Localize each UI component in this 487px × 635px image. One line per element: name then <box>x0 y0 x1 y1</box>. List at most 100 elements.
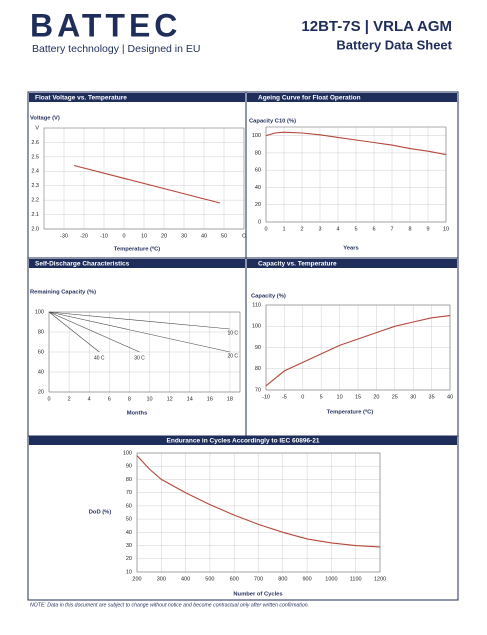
x-tick-label: 8 <box>408 226 411 232</box>
x-tick-label: 1000 <box>325 576 337 582</box>
x-tick-label: 4 <box>336 226 339 232</box>
y-tick-label: 2.2 <box>31 198 39 204</box>
x-tick-label: 600 <box>230 576 239 582</box>
y-tick-label: 80 <box>255 150 261 156</box>
doc-title: Battery Data Sheet <box>336 37 452 52</box>
x-tick-label: 40 <box>201 233 207 239</box>
chart-title: Ageing Curve for Float Operation <box>258 95 361 102</box>
x-axis-label: Number of Cycles <box>233 592 282 598</box>
y-axis-label: Capacity (%) <box>251 294 286 300</box>
x-tick-label: 10 <box>337 394 343 400</box>
plot-frame <box>48 311 241 393</box>
x-tick-label: 30 <box>410 394 416 400</box>
y-tick-label: 100 <box>35 309 44 315</box>
curve <box>48 311 230 330</box>
x-tick-label: 25 <box>392 394 398 400</box>
y-tick-label: 40 <box>126 530 132 536</box>
x-tick-label: -10 <box>262 394 270 400</box>
curve <box>48 311 230 353</box>
y-tick-label: 30 <box>126 543 132 549</box>
x-unit: C <box>242 233 246 239</box>
chart-title: Self-Discharge Characteristics <box>35 261 130 268</box>
title-bar <box>247 93 457 102</box>
plot-frame <box>136 452 381 573</box>
y-tick-label: 60 <box>255 168 261 174</box>
x-tick-label: 40 <box>447 394 453 400</box>
y-tick-label: 2.6 <box>31 140 39 146</box>
x-tick-label: 400 <box>181 576 190 582</box>
x-tick-label: 0 <box>264 226 267 232</box>
plot-frame <box>43 127 245 230</box>
x-tick-label: 10 <box>146 396 152 402</box>
y-tick-label: 100 <box>123 450 132 456</box>
y-tick-label: 60 <box>126 503 132 509</box>
x-tick-label: 0 <box>47 396 50 402</box>
y-tick-label: 40 <box>255 185 261 191</box>
y-tick-label: 80 <box>38 329 44 335</box>
y-tick-label: 110 <box>252 302 261 308</box>
x-axis-label: Months <box>127 411 148 417</box>
y-tick-label: 90 <box>255 345 261 351</box>
y-tick-label: 100 <box>252 324 261 330</box>
x-tick-label: 4 <box>88 396 91 402</box>
x-tick-label: -5 <box>282 394 287 400</box>
plot-frame <box>265 126 447 223</box>
y-axis-label: DoD (%) <box>89 510 112 516</box>
y-axis-label: Capacity C10 (%) <box>249 119 296 125</box>
x-tick-label: 50 <box>221 233 227 239</box>
y-tick-label: 10 <box>126 569 132 575</box>
x-tick-label: 15 <box>355 394 361 400</box>
frame <box>27 91 459 601</box>
x-tick-label: -20 <box>80 233 88 239</box>
title-bar <box>29 93 245 102</box>
x-tick-label: -10 <box>100 233 108 239</box>
y-tick-label: 20 <box>38 389 44 395</box>
x-tick-label: 900 <box>303 576 312 582</box>
x-tick-label: 9 <box>426 226 429 232</box>
x-tick-label: 7 <box>390 226 393 232</box>
plot-frame <box>265 304 451 391</box>
x-tick-label: 2 <box>68 396 71 402</box>
x-tick-label: 5 <box>320 394 323 400</box>
y-tick-label: 20 <box>255 202 261 208</box>
x-axis-label: Temperature (ºC) <box>327 410 374 416</box>
curve <box>265 315 451 387</box>
curve <box>48 311 140 353</box>
series-label: 20 C <box>227 353 238 359</box>
x-tick-label: 0 <box>122 233 125 239</box>
curve <box>136 455 381 548</box>
x-tick-label: 10 <box>141 233 147 239</box>
x-tick-label: 18 <box>227 396 233 402</box>
x-tick-label: -30 <box>60 233 68 239</box>
y-tick-label: 50 <box>126 517 132 523</box>
title-bar <box>29 259 245 268</box>
series-label: 40 C <box>94 355 105 361</box>
y-tick-label: 90 <box>126 464 132 470</box>
x-tick-label: 8 <box>128 396 131 402</box>
y-tick-label: 2.4 <box>31 169 39 175</box>
x-tick-label: 1200 <box>374 576 386 582</box>
y-axis-label: Voltage (V) <box>30 116 60 122</box>
x-tick-label: 0 <box>301 394 304 400</box>
x-tick-label: 20 <box>161 233 167 239</box>
y-tick-label: 2.5 <box>31 154 39 160</box>
y-tick-label: 80 <box>126 477 132 483</box>
series-label: 30 C <box>134 355 145 361</box>
x-tick-label: 35 <box>429 394 435 400</box>
y-tick-label: 0 <box>258 219 261 225</box>
model: 12BT-7S | VRLA AGM <box>301 18 452 35</box>
y-tick-label: 2.3 <box>31 183 39 189</box>
series-label: 10 C <box>227 330 238 336</box>
title-bar <box>29 436 457 445</box>
tagline: Battery technology | Designed in EU <box>32 43 201 55</box>
y-axis-label: Remaining Capacity (%) <box>30 290 96 296</box>
x-tick-label: 800 <box>278 576 287 582</box>
x-tick-label: 500 <box>205 576 214 582</box>
y-tick-label: 80 <box>255 366 261 372</box>
logo: BATTEC <box>30 7 181 43</box>
x-tick-label: 6 <box>108 396 111 402</box>
x-axis-label: Temperature (ºC) <box>114 247 161 253</box>
x-tick-label: 200 <box>132 576 141 582</box>
curve <box>48 311 100 353</box>
x-tick-label: 1100 <box>350 576 362 582</box>
